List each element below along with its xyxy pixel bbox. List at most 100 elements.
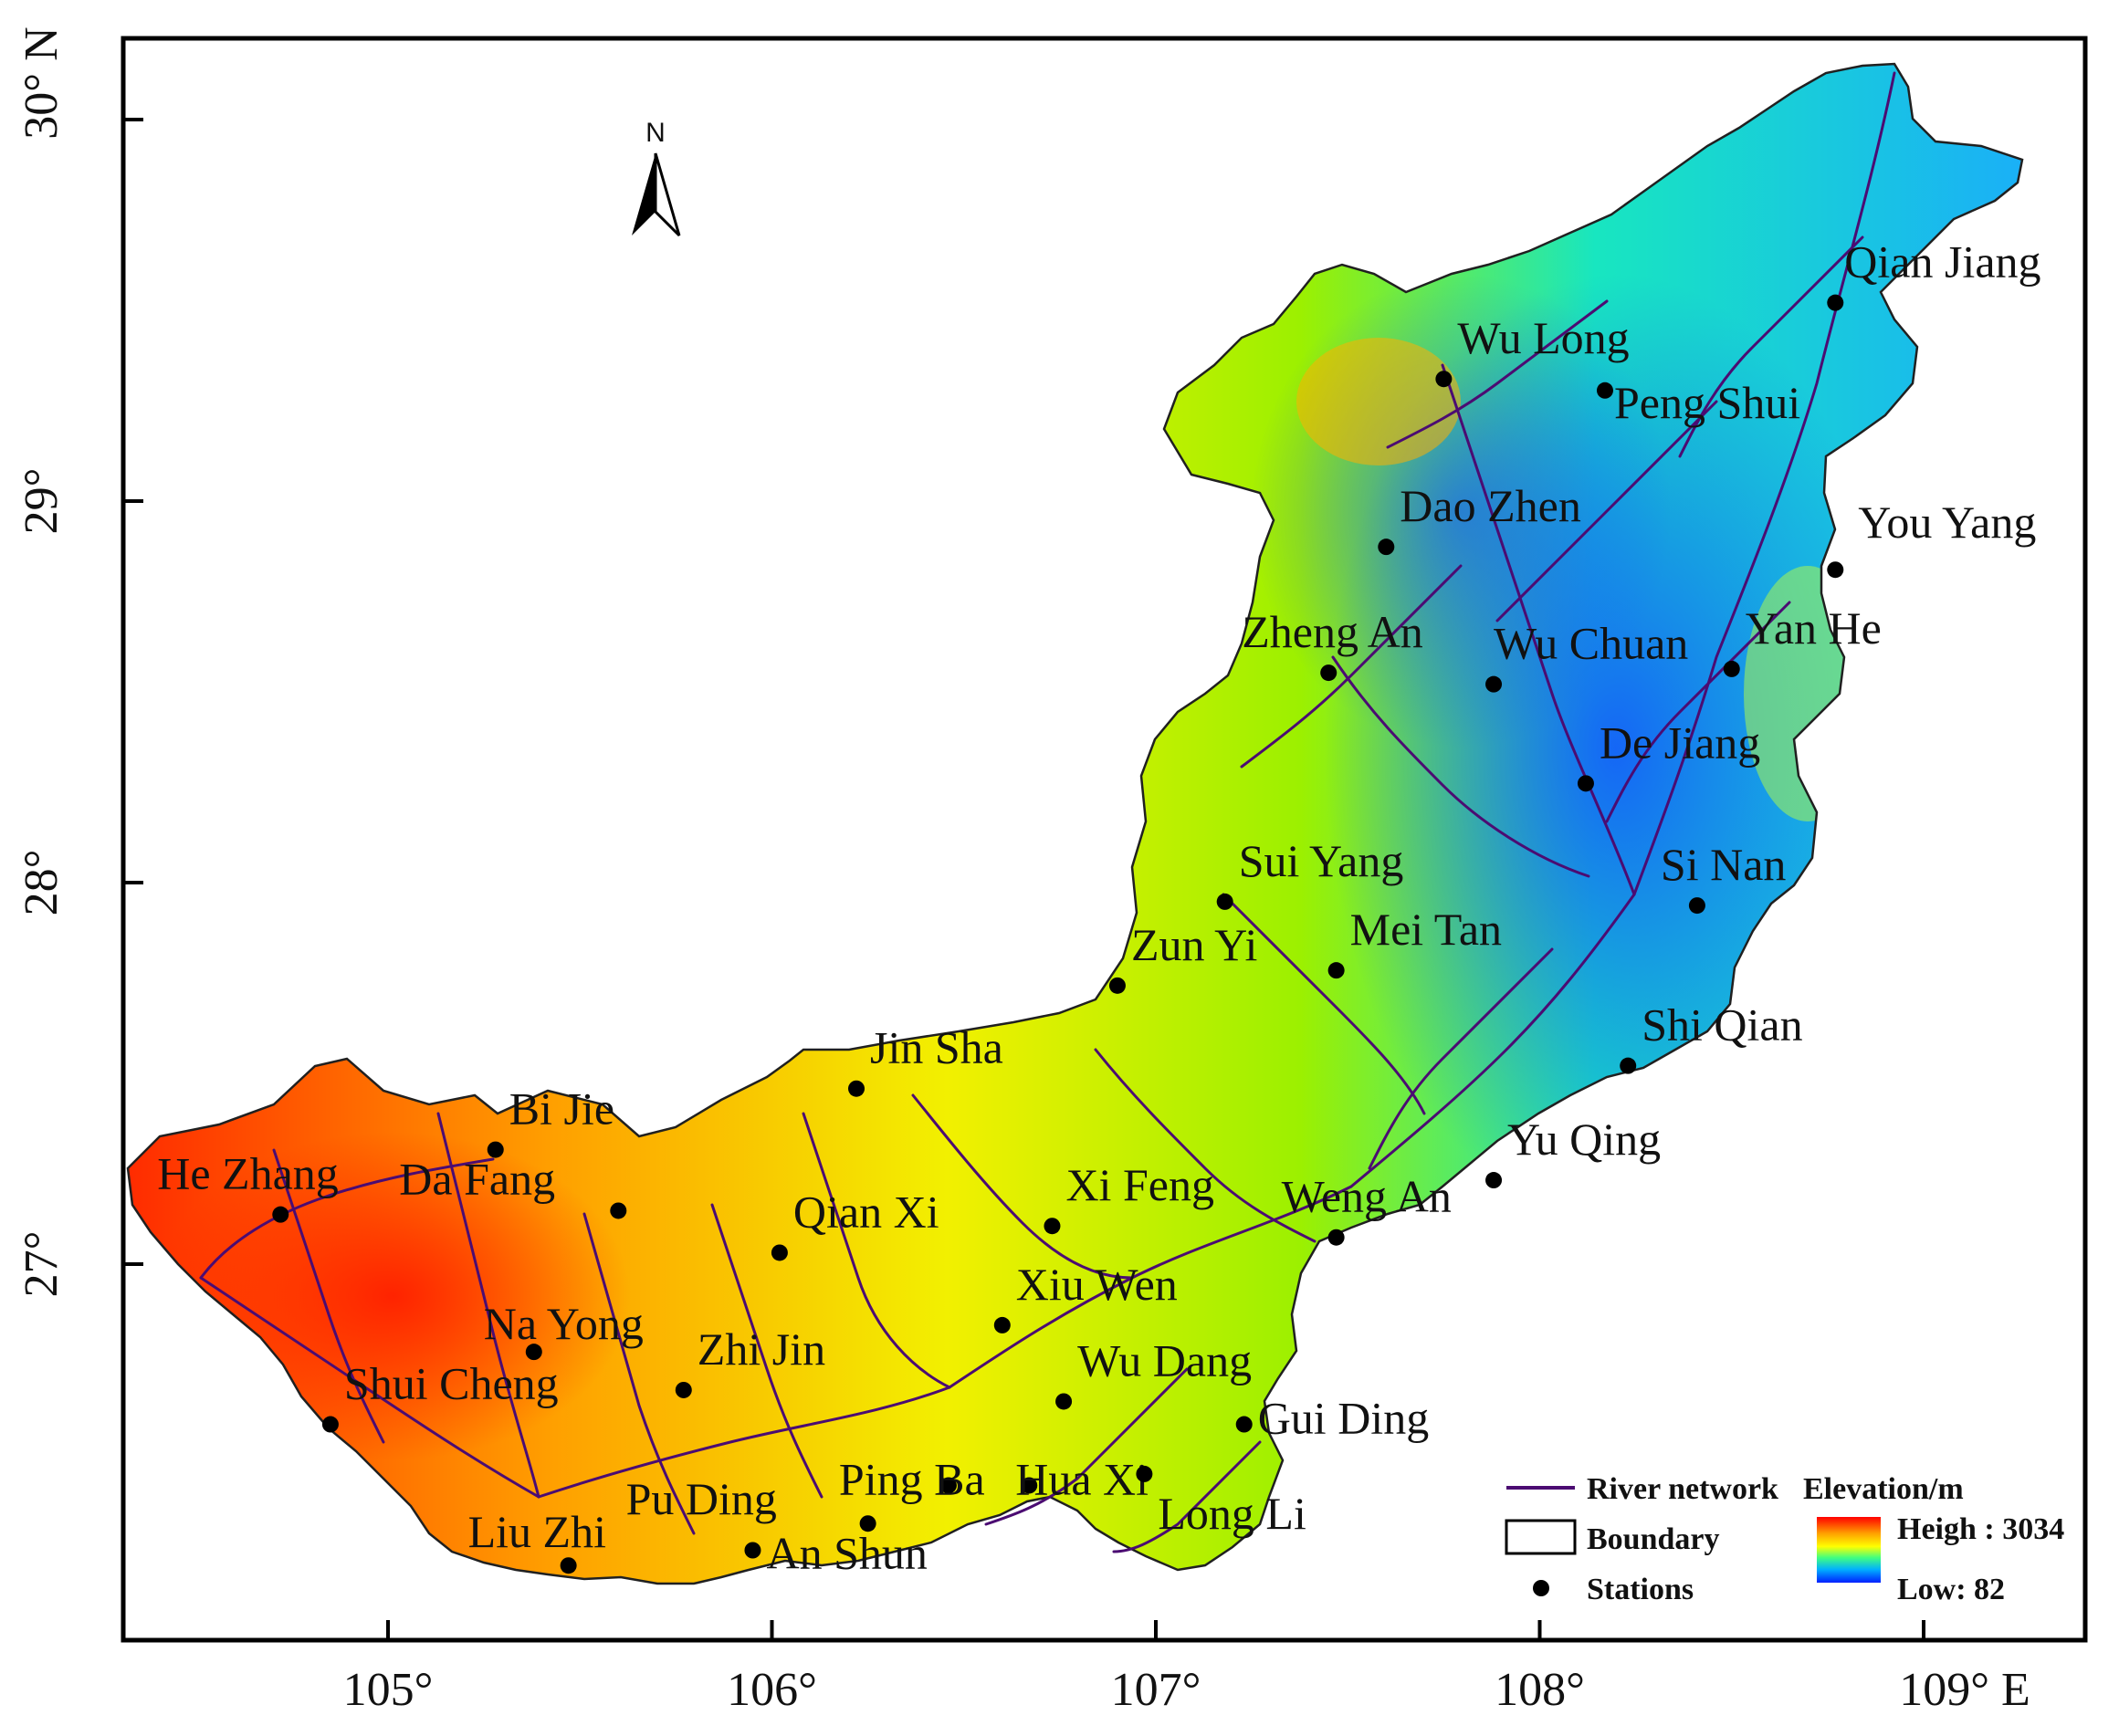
station-marker	[1055, 1393, 1073, 1410]
station-marker	[859, 1515, 876, 1532]
station-marker	[1827, 294, 1844, 311]
river-segment	[1386, 299, 1609, 449]
legend-elevation-low: Low: 82	[1897, 1573, 2005, 1606]
station-marker	[1327, 1229, 1345, 1246]
lon-tick-label: 106°	[727, 1664, 817, 1716]
station-marker	[1108, 977, 1126, 994]
river-segment	[1441, 363, 1636, 896]
river-network	[199, 71, 1896, 1553]
river-segment	[537, 1386, 951, 1499]
station-marker	[272, 1206, 289, 1223]
lat-tick-label: 28°	[16, 850, 68, 916]
station-marker	[1723, 660, 1740, 677]
lat-tick-label: 27°	[16, 1231, 68, 1298]
station-marker	[1327, 962, 1345, 979]
river-segment	[199, 1157, 495, 1280]
station-label: Qian Xi	[793, 1186, 939, 1237]
stations-layer: Qian Jiang Wu Long Peng Shui Dao Zhen You Ya…	[157, 236, 2040, 1579]
river-segment	[1331, 655, 1590, 878]
river-segment	[1094, 1048, 1317, 1243]
station-label: Hua Xi	[1015, 1453, 1149, 1504]
station-label: Zun Yi	[1131, 919, 1257, 970]
legend-boundary-label: Boundary	[1587, 1522, 1720, 1556]
legend-boundary-swatch	[1505, 1519, 1577, 1555]
station-marker	[1596, 382, 1613, 399]
river-segment	[1222, 893, 1426, 1115]
station-label: Xiu Wen	[1016, 1259, 1178, 1310]
station-marker	[1827, 561, 1844, 579]
river-segment	[436, 1112, 540, 1499]
station-label: Wu Long	[1457, 312, 1629, 363]
station-marker	[1320, 664, 1337, 682]
river-segment	[1632, 71, 1896, 896]
station-label: Shi Qian	[1642, 999, 1802, 1051]
station-label: He Zhang	[157, 1148, 339, 1199]
station-label: Na Yong	[484, 1298, 644, 1349]
river-segment	[1240, 564, 1463, 769]
river-segment	[1495, 400, 1718, 622]
station-label: Ping Ba	[839, 1453, 985, 1504]
river-segment	[802, 1112, 951, 1389]
axis-ticks	[123, 118, 1925, 1640]
station-label: Zheng An	[1242, 606, 1423, 657]
legend-stations-label: Stations	[1587, 1573, 1694, 1606]
station-label: Weng An	[1282, 1171, 1452, 1222]
station-label: Wu Chuan	[1494, 618, 1688, 669]
station-marker	[1044, 1218, 1061, 1235]
station-label: Da Fang	[399, 1153, 555, 1204]
station-label: Xi Feng	[1065, 1159, 1214, 1210]
station-marker	[1235, 1416, 1253, 1433]
station-marker	[744, 1542, 761, 1559]
station-marker	[1216, 893, 1233, 910]
station-marker	[1485, 1172, 1503, 1189]
station-label: Qian Jiang	[1844, 236, 2040, 288]
legend-elevation-high: Heigh : 3034	[1897, 1512, 2064, 1546]
river-segment	[272, 1148, 385, 1444]
river-segment	[911, 1093, 1134, 1280]
station-label: Jin Sha	[870, 1022, 1003, 1073]
river-segment	[1368, 947, 1554, 1170]
river-segment	[1678, 235, 1864, 458]
station-marker	[560, 1557, 577, 1574]
station-marker	[939, 1477, 957, 1494]
river-segment	[984, 1367, 1189, 1526]
station-label: Si Nan	[1661, 839, 1787, 890]
station-marker	[1577, 775, 1594, 792]
north-arrow: N	[632, 118, 681, 237]
station-label: You Yang	[1858, 497, 2036, 548]
north-arrow-label: N	[645, 118, 666, 148]
station-marker	[1435, 371, 1453, 388]
station-label: Pu Ding	[626, 1473, 777, 1524]
station-marker	[610, 1202, 627, 1219]
lat-tick-label: 29°	[16, 468, 68, 535]
basin-boundary	[126, 62, 2024, 1585]
river-segment	[582, 1212, 696, 1535]
station-marker	[675, 1381, 692, 1398]
station-label: Liu Zhi	[468, 1506, 606, 1557]
station-marker	[1485, 675, 1503, 693]
station-marker	[1136, 1465, 1153, 1482]
map-frame	[121, 36, 2088, 1643]
station-marker	[525, 1344, 542, 1361]
station-label: Long Li	[1158, 1488, 1306, 1539]
station-label: Gui Ding	[1258, 1393, 1430, 1444]
station-marker	[487, 1141, 504, 1158]
station-label: Dao Zhen	[1400, 480, 1581, 531]
station-label: Bi Jie	[509, 1083, 614, 1135]
station-marker	[321, 1416, 339, 1433]
station-marker	[1021, 1477, 1038, 1494]
axis-tick-labels: 105° 106° 107° 108° 109° E 27° 28° 29° 30° N	[16, 26, 2030, 1716]
river-segment	[1605, 601, 1791, 823]
legend-elevation-ramp	[1817, 1517, 1881, 1583]
station-marker	[771, 1244, 788, 1261]
north-arrow-icon	[632, 153, 656, 235]
station-label: Peng Shui	[1614, 377, 1800, 428]
station-label: Shui Cheng	[344, 1358, 559, 1409]
station-marker	[993, 1316, 1011, 1333]
legend: River network Boundary Stations Elevatio…	[1505, 1472, 2064, 1606]
lat-tick-label: 30° N	[16, 26, 68, 139]
river-segment	[710, 1203, 823, 1499]
river-segment	[1112, 1440, 1262, 1553]
river-segment	[1349, 893, 1636, 1188]
station-label: Wu Dang	[1077, 1334, 1252, 1386]
